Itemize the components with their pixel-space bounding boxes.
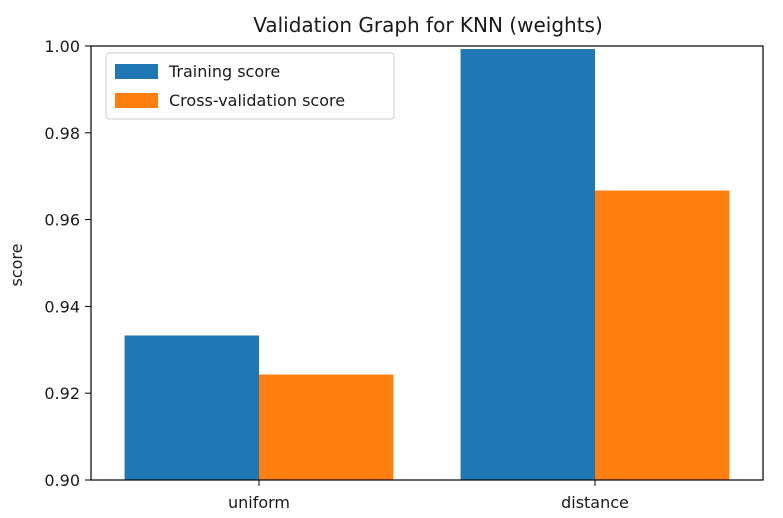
y-axis-label: score xyxy=(7,244,26,287)
y-tick-label: 0.98 xyxy=(44,124,80,143)
bar-training-score-distance xyxy=(460,49,595,481)
legend-label: Cross-validation score xyxy=(169,91,345,110)
legend-swatch xyxy=(115,93,158,108)
x-tick-label: distance xyxy=(561,493,629,512)
legend: Training score Cross-validation score xyxy=(105,52,395,120)
y-tick-label: 0.96 xyxy=(44,211,80,230)
axes-frame xyxy=(90,45,764,481)
y-tick-label: 0.94 xyxy=(44,297,80,316)
bar-cross-validation-score-uniform xyxy=(259,374,394,480)
y-tick-label: 0.90 xyxy=(44,471,80,490)
legend-box xyxy=(105,52,395,120)
bar-cross-validation-score-distance xyxy=(595,190,730,480)
ticks-group: 0.90 0.92 0.94 0.96 0.98 1.00 uniform distance xyxy=(44,37,629,512)
legend-label: Training score xyxy=(168,62,280,81)
x-tick-label: uniform xyxy=(228,493,290,512)
legend-swatch xyxy=(115,64,158,79)
chart-title: Validation Graph for KNN (weights) xyxy=(253,13,603,37)
bar-training-score-uniform xyxy=(124,335,259,480)
y-tick-label: 0.92 xyxy=(44,384,80,403)
axes-group xyxy=(90,45,764,481)
bars-group xyxy=(124,49,730,481)
y-tick-label: 1.00 xyxy=(44,37,80,56)
